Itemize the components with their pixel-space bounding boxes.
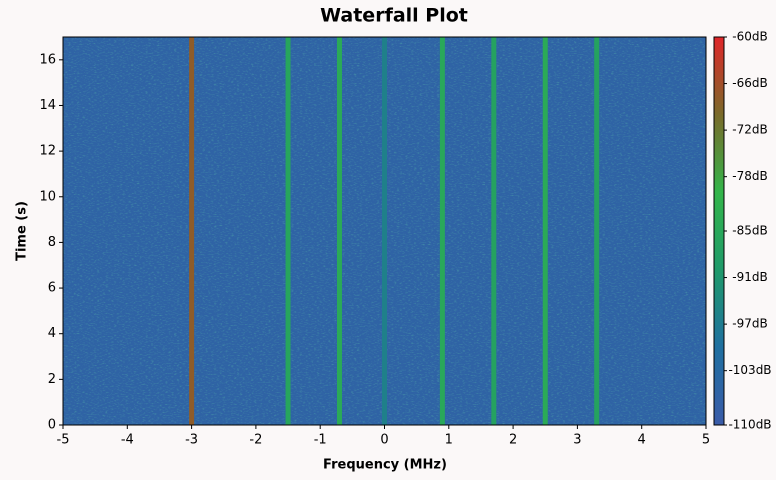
y-tick-label: 10 [39,189,56,204]
colorbar-tick-label: -85dB [732,224,767,238]
y-tick-label: 16 [39,52,56,67]
colorbar-tick-label: -97dB [732,317,767,331]
y-tick-label: 4 [48,326,56,341]
signal-trace [382,37,387,425]
x-tick-label: 1 [445,433,453,448]
colorbar-tick-label: -66dB [732,76,767,90]
y-tick-label: 2 [48,372,56,387]
x-tick-label: -3 [185,433,198,448]
y-tick-label: 6 [48,281,56,296]
x-tick-label: 0 [380,433,388,448]
colorbar-tick-label: -72dB [732,123,767,137]
signal-trace [285,37,291,425]
x-tick-label: -4 [121,433,134,448]
x-tick-label: -2 [249,433,262,448]
colorbar-tick-label: -60dB [732,30,767,44]
signal-trace [594,37,600,425]
signal-trace [189,37,195,425]
colorbar-tick-label: -110dB [728,418,771,432]
x-tick-label: 2 [509,433,517,448]
chart-title: Waterfall Plot [320,5,468,27]
colorbar [713,36,725,426]
colorbar-tick-label: -78dB [732,169,767,183]
y-tick-label: 0 [48,418,56,433]
signal-trace [336,37,342,425]
x-tick-label: -1 [314,433,327,448]
y-tick-label: 12 [39,144,56,159]
y-tick-label: 14 [39,98,56,113]
x-tick-label: -5 [57,433,70,448]
colorbar-tick-label: -91dB [732,270,767,284]
x-tick-label: 5 [702,433,710,448]
signal-trace [542,37,548,425]
signal-trace [439,37,445,425]
x-tick-label: 4 [638,433,646,448]
y-tick-label: 8 [48,235,56,250]
signal-trace [491,37,497,425]
x-tick-label: 3 [573,433,581,448]
colorbar-tick-label: -103dB [728,363,771,377]
x-axis-label: Frequency (MHz) [323,458,447,473]
y-axis-label: Time (s) [15,201,30,261]
